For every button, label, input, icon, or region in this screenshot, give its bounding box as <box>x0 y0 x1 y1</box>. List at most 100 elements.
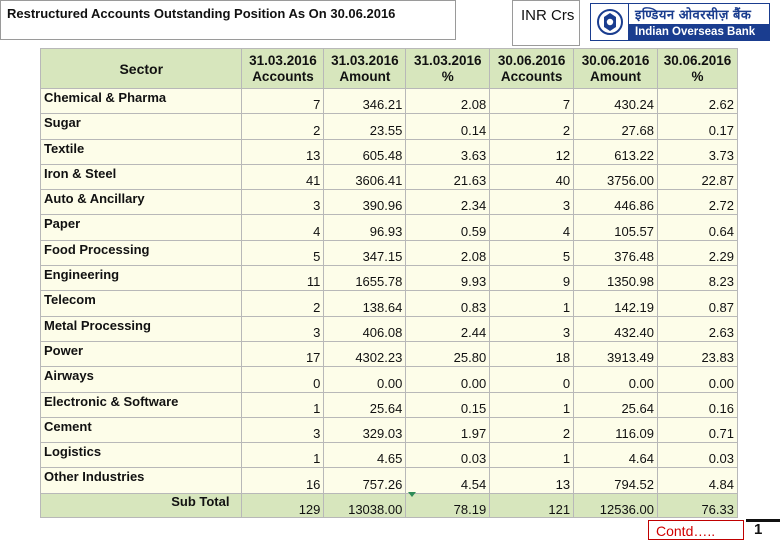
percent-mar-cell: 0.15 <box>405 391 491 418</box>
logo-hindi-text: इण्डियन ओवरसीज़ बैंक <box>635 7 752 22</box>
continued-label: Contd….. <box>648 520 744 540</box>
amount-jun-cell: 430.24 <box>573 87 658 115</box>
accounts-mar-cell: 17 <box>241 340 325 368</box>
table-row: Cement 3 329.03 1.97 2 116.09 0.71 <box>39 416 738 444</box>
percent-mar-cell: 25.80 <box>405 340 491 368</box>
amount-mar-cell: 96.93 <box>323 214 407 241</box>
amount-jun-cell: 105.57 <box>573 214 658 241</box>
percent-jun-cell: 0.03 <box>657 442 738 469</box>
table-row: Sugar 2 23.55 0.14 2 27.68 0.17 <box>39 113 738 140</box>
subtotal-percent-mar: 78.19 <box>405 492 491 518</box>
amount-jun-cell: 142.19 <box>573 290 658 317</box>
amount-mar-cell: 390.96 <box>323 189 407 216</box>
table-row: Electronic & Software 1 25.64 0.15 1 25.64 0.1… <box>39 391 738 418</box>
accounts-jun-cell: 9 <box>489 265 575 292</box>
accounts-jun-cell: 18 <box>489 340 575 368</box>
accounts-mar-cell: 16 <box>241 467 325 494</box>
accounts-mar-cell: 41 <box>241 163 325 191</box>
table-row: Power 17 4302.23 25.80 18 3913.49 23.83 <box>39 340 738 368</box>
percent-mar-cell: 9.93 <box>405 265 491 292</box>
percent-jun-cell: 23.83 <box>657 340 738 368</box>
percent-jun-cell: 0.64 <box>657 214 738 241</box>
table-header-row: Sector 31.03.2016 Accounts 31.03.2016 Amou… <box>39 48 738 89</box>
table-row: Airways 0 0.00 0.00 0 0.00 0.00 <box>39 366 738 393</box>
subtotal-row: Sub Total 129 13038.00 78.19 121 12536.0… <box>39 492 738 518</box>
accounts-mar-cell: 11 <box>241 265 325 292</box>
table-row: Food Processing 5 347.15 2.08 5 376.48 2.29 <box>39 239 738 267</box>
table-row: Metal Processing 3 406.08 2.44 3 432.40 2.63 <box>39 315 738 342</box>
table-row: Textile 13 605.48 3.63 12 613.22 3.73 <box>39 138 738 165</box>
accounts-mar-cell: 1 <box>241 391 325 418</box>
sector-name: Logistics <box>39 442 243 469</box>
sector-name: Power <box>39 340 243 368</box>
percent-mar-cell: 21.63 <box>405 163 491 191</box>
amount-jun-cell: 794.52 <box>573 467 658 494</box>
amount-jun-cell: 0.00 <box>573 366 658 393</box>
accounts-mar-cell: 0 <box>241 366 325 393</box>
percent-mar-cell: 1.97 <box>405 416 491 444</box>
sector-name: Chemical & Pharma <box>39 87 243 115</box>
amount-jun-cell: 376.48 <box>573 239 658 267</box>
percent-mar-cell: 0.14 <box>405 113 491 140</box>
percent-jun-cell: 3.73 <box>657 138 738 165</box>
amount-jun-cell: 432.40 <box>573 315 658 342</box>
accounts-jun-cell: 2 <box>489 416 575 444</box>
amount-jun-cell: 116.09 <box>573 416 658 444</box>
accounts-jun-cell: 13 <box>489 467 575 494</box>
percent-mar-cell: 0.83 <box>405 290 491 317</box>
percent-jun-cell: 2.29 <box>657 239 738 267</box>
percent-jun-cell: 0.87 <box>657 290 738 317</box>
table-row: Other Industries 16 757.26 4.54 13 794.52 4.84 <box>39 467 738 494</box>
table-row: Telecom 2 138.64 0.83 1 142.19 0.87 <box>39 290 738 317</box>
amount-mar-cell: 3606.41 <box>323 163 407 191</box>
accounts-jun-cell: 3 <box>489 315 575 342</box>
accounts-jun-cell: 1 <box>489 442 575 469</box>
accounts-mar-cell: 7 <box>241 87 325 115</box>
column-header-accounts-jun: 30.06.2016 Accounts <box>489 48 575 89</box>
amount-mar-cell: 329.03 <box>323 416 407 444</box>
amount-mar-cell: 4302.23 <box>323 340 407 368</box>
subtotal-accounts-jun: 121 <box>489 492 575 518</box>
amount-jun-cell: 3756.00 <box>573 163 658 191</box>
amount-jun-cell: 1350.98 <box>573 265 658 292</box>
amount-mar-cell: 0.00 <box>323 366 407 393</box>
percent-mar-cell: 0.59 <box>405 214 491 241</box>
sector-name: Engineering <box>39 265 243 292</box>
percent-mar-cell: 2.34 <box>405 189 491 216</box>
column-header-amount-mar: 31.03.2016 Amount <box>323 48 407 89</box>
sector-name: Auto & Ancillary <box>39 189 243 216</box>
logo-english-text: Indian Overseas Bank <box>629 24 769 40</box>
table-row: Auto & Ancillary 3 390.96 2.34 3 446.86 2.72 <box>39 189 738 216</box>
sector-name: Other Industries <box>39 467 243 494</box>
accounts-mar-cell: 2 <box>241 290 325 317</box>
accounts-mar-cell: 3 <box>241 416 325 444</box>
sector-name: Cement <box>39 416 243 444</box>
amount-mar-cell: 1655.78 <box>323 265 407 292</box>
percent-jun-cell: 2.62 <box>657 87 738 115</box>
accounts-jun-cell: 7 <box>489 87 575 115</box>
percent-mar-cell: 0.00 <box>405 366 491 393</box>
column-header-sector: Sector <box>39 48 243 89</box>
subtotal-percent-jun: 76.33 <box>657 492 738 518</box>
accounts-jun-cell: 40 <box>489 163 575 191</box>
currency-unit-label: INR Crs <box>512 0 580 46</box>
sector-name: Airways <box>39 366 243 393</box>
bank-logo: इण्डियन ओवरसीज़ बैंक Indian Overseas Ban… <box>590 3 770 41</box>
sector-name: Paper <box>39 214 243 241</box>
amount-mar-cell: 347.15 <box>323 239 407 267</box>
percent-mar-cell: 2.08 <box>405 87 491 115</box>
page-number: 1 <box>746 519 780 540</box>
percent-jun-cell: 2.63 <box>657 315 738 342</box>
amount-jun-cell: 27.68 <box>573 113 658 140</box>
slide-title: Restructured Accounts Outstanding Positi… <box>0 0 456 40</box>
percent-jun-cell: 0.71 <box>657 416 738 444</box>
subtotal-label: Sub Total <box>39 492 243 518</box>
amount-mar-cell: 605.48 <box>323 138 407 165</box>
column-header-percent-jun: 30.06.2016% <box>657 48 738 89</box>
amount-jun-cell: 613.22 <box>573 138 658 165</box>
iob-emblem-icon <box>591 4 629 40</box>
table-row: Iron & Steel 41 3606.41 21.63 40 3756.00 22.87 <box>39 163 738 191</box>
amount-mar-cell: 406.08 <box>323 315 407 342</box>
amount-mar-cell: 23.55 <box>323 113 407 140</box>
percent-jun-cell: 0.00 <box>657 366 738 393</box>
